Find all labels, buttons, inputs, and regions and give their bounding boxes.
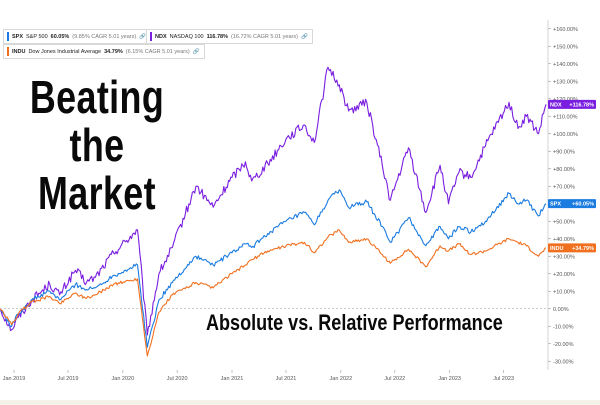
legend-symbol: SPX: [12, 33, 24, 40]
series-line-indu: [0, 229, 547, 357]
y-tick-label: +130.00%: [553, 79, 578, 85]
legend-name: Dow Jones Industrial Average: [28, 48, 102, 55]
legend-swatch-indu: [7, 47, 9, 56]
y-tick-label: +30.00%: [553, 254, 575, 260]
end-label-ndx: NDX +116.78%: [548, 99, 596, 109]
y-tick-label: -20.00%: [553, 342, 574, 348]
end-label-symbol: SPX: [550, 202, 561, 208]
y-tick-label: +160.00%: [553, 27, 578, 33]
y-tick-label: +150.00%: [553, 44, 578, 50]
legend-swatch-spx: [7, 32, 9, 41]
x-tick-label: Jul 2020: [167, 376, 188, 382]
y-tick-label: +100.00%: [553, 132, 578, 138]
y-tick-label: +40.00%: [553, 237, 575, 243]
legend-value: 60.05%: [50, 33, 70, 40]
y-tick-label: +110.00%: [553, 114, 578, 120]
legend-item-spx[interactable]: SPX S&P 500 60.05% (9.85% CAGR 5.01 year…: [3, 29, 152, 44]
y-tick-label: +80.00%: [553, 167, 575, 173]
end-label-indu: INDU +34.79%: [548, 243, 596, 253]
x-tick-label: Jan 2021: [221, 376, 244, 382]
overlay-title-line-1: Beating: [29, 71, 165, 123]
y-tick-label: +70.00%: [553, 184, 575, 190]
y-tick-label: +50.00%: [553, 219, 575, 225]
series-layer: [0, 66, 547, 357]
end-label-symbol: NDX: [550, 102, 562, 108]
x-tick-label: Jan 2019: [3, 376, 26, 382]
x-tick-label: Jan 2023: [438, 376, 461, 382]
legend-value: 34.79%: [104, 48, 123, 55]
y-tick-label: +120.00%: [553, 97, 578, 103]
end-label-bg: [548, 99, 596, 109]
y-tick-label: 0.00%: [553, 307, 569, 313]
y-tick-label: -30.00%: [553, 359, 574, 365]
series-line-spx: [0, 189, 547, 348]
link-icon[interactable]: 🔗: [300, 33, 308, 40]
overlay-subtitle: Absolute vs. Relative Performance: [206, 310, 503, 335]
end-label-value: +116.78%: [569, 102, 594, 108]
legend-item-ndx[interactable]: NDX NASDAQ 100 116.78% (16.72% CAGR 5.01…: [146, 29, 313, 44]
end-labels: NDX +116.78% SPX +60.05% INDU +34.79%: [548, 99, 596, 253]
legend-item-indu[interactable]: INDU Dow Jones Industrial Average 34.79%…: [3, 44, 205, 59]
link-icon[interactable]: 🔗: [192, 48, 200, 55]
overlay-title-line-3: Market: [37, 167, 156, 219]
y-tick-label: +20.00%: [553, 272, 575, 278]
y-tick-label: +90.00%: [553, 149, 575, 155]
x-tick-label: Jan 2020: [112, 376, 135, 382]
end-label-bg: [548, 199, 596, 209]
end-label-value: +34.79%: [572, 246, 594, 252]
x-axis: Jan 2019 Jul 2019 Jan 2020 Jul 2020 Jan 2021…: [3, 370, 514, 382]
legend-symbol: INDU: [12, 48, 26, 55]
x-tick-label: Jul 2019: [58, 376, 79, 382]
legend-symbol: NDX: [155, 33, 167, 40]
legend-swatch-ndx: [150, 32, 152, 41]
legend-name: S&P 500: [26, 33, 48, 40]
x-tick-label: Jul 2023: [493, 376, 514, 382]
overlay-title-line-2: the: [69, 119, 125, 171]
end-label-bg: [548, 243, 596, 253]
x-tick-label: Jul 2022: [384, 376, 405, 382]
legend-cagr: (6.15% CAGR 5.01 years): [125, 48, 190, 55]
end-label-value: +60.05%: [572, 202, 594, 208]
y-tick-label: +140.00%: [553, 62, 578, 68]
link-icon[interactable]: 🔗: [139, 33, 147, 40]
y-tick-label: +10.00%: [553, 289, 575, 295]
end-label-spx: SPX +60.05%: [548, 199, 596, 209]
series-line-ndx: [0, 66, 547, 336]
x-tick-label: Jul 2021: [276, 376, 297, 382]
legend-cagr: (9.85% CAGR 5.01 years): [72, 33, 137, 40]
x-tick-label: Jan 2022: [330, 376, 353, 382]
legend-value: 116.78%: [206, 33, 228, 40]
end-label-symbol: INDU: [550, 246, 563, 252]
y-tick-label: -10.00%: [553, 324, 574, 330]
legend-name: NASDAQ 100: [169, 33, 204, 40]
legend-cagr: (16.72% CAGR 5.01 years): [230, 33, 298, 40]
y-axis: -30.00% -20.00% -10.00% 0.00% +10.00% +20.00%…: [547, 20, 578, 370]
